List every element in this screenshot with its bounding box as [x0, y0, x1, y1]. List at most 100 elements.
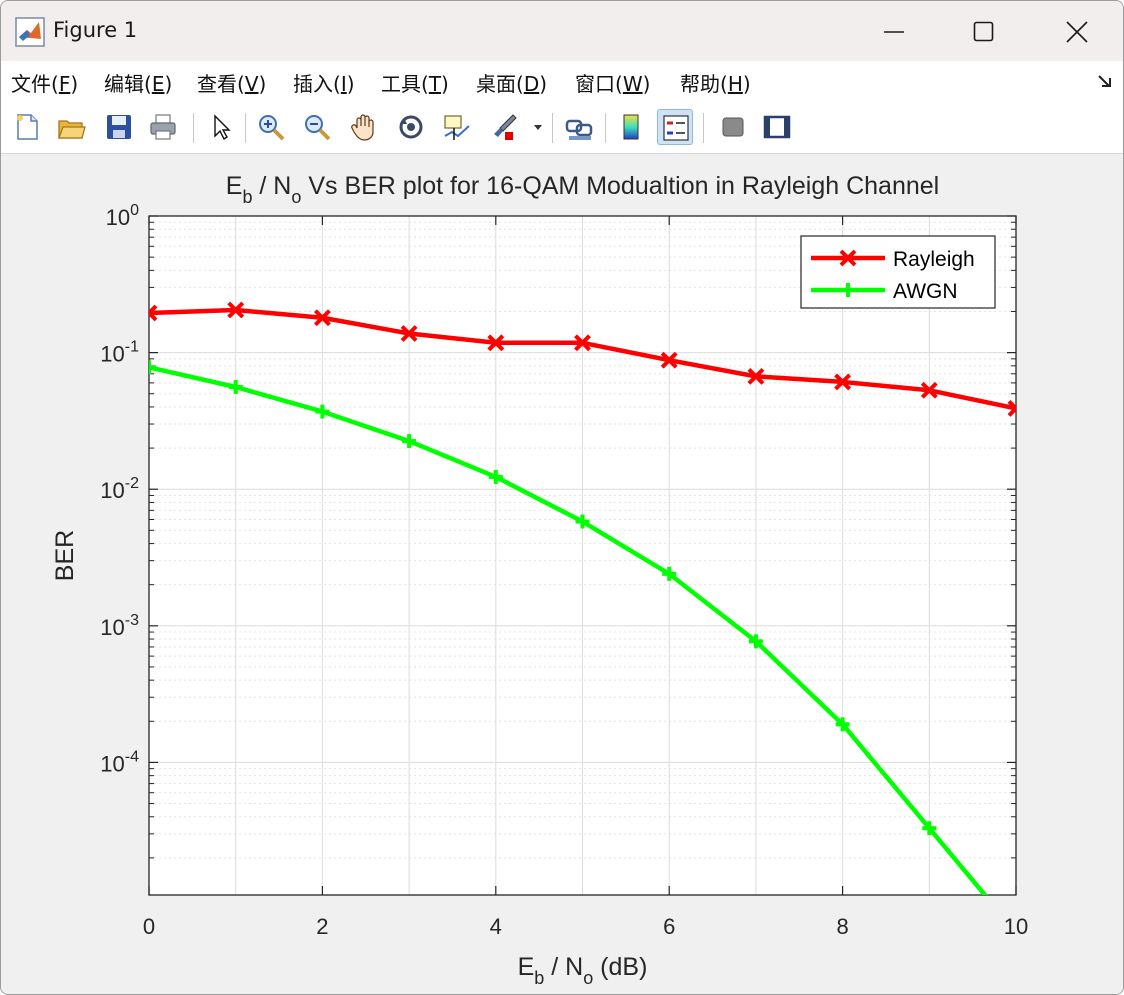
menu-view[interactable]: 查看(V) — [197, 68, 266, 97]
data-point-rayleigh — [227, 301, 245, 319]
show-plot-tools-icon — [763, 115, 791, 139]
x-tick-label: 10 — [1004, 914, 1028, 939]
data-point-rayleigh — [149, 304, 158, 316]
open-file-button[interactable] — [53, 109, 89, 145]
open-file-icon — [58, 120, 86, 139]
menu-edit-tail: ) — [164, 72, 173, 96]
rotate-3d-button[interactable] — [393, 109, 429, 145]
menu-window[interactable]: 窗口(W) — [575, 68, 650, 97]
x-axis-title: Eb / No (dB) — [518, 953, 648, 988]
save-icon — [107, 115, 131, 139]
menu-edit[interactable]: 编辑(E) — [104, 68, 172, 97]
x-tick-label: 4 — [490, 914, 502, 939]
menu-desktop-key: D — [523, 72, 540, 96]
zoom-in-icon — [259, 115, 285, 141]
zoom-out-button[interactable] — [299, 109, 335, 145]
menu-desktop-tail: ) — [539, 72, 548, 96]
data-point-rayleigh — [400, 325, 418, 342]
data-point-rayleigh — [747, 367, 765, 385]
menu-view-label: 查看( — [197, 72, 245, 96]
menu-view-tail: ) — [258, 72, 267, 96]
menu-file-tail: ) — [70, 72, 79, 96]
toolbar-separator — [245, 113, 246, 143]
menu-edit-label: 编辑( — [104, 72, 152, 96]
hide-plot-tools-icon — [722, 117, 744, 137]
ber-plot[interactable]: 0 2 4 6 8 10 100 10-1 10-2 10-3 10-4 Eb / No Vs BER… — [1, 154, 1123, 994]
print-icon — [150, 114, 176, 140]
menu-file-label: 文件( — [11, 72, 59, 96]
dock-arrow-icon[interactable] — [1097, 73, 1113, 89]
y-tick-label: 10-1 — [100, 339, 139, 367]
menu-tools-key: T — [428, 72, 442, 96]
axes-box — [148, 215, 1017, 896]
data-point-rayleigh — [920, 381, 938, 399]
toolbar-separator — [605, 113, 606, 143]
brush-dropdown[interactable] — [531, 109, 547, 145]
matlab-app-icon — [15, 17, 45, 47]
minimize-button[interactable] — [863, 9, 923, 53]
close-icon — [1066, 21, 1088, 43]
maximize-icon — [973, 21, 994, 42]
menu-insert-label: 插入( — [293, 72, 341, 96]
menu-edit-key: E — [151, 72, 165, 96]
x-tick-label: 0 — [143, 914, 155, 939]
title-bar[interactable]: Figure 1 — [1, 1, 1123, 61]
menu-bar: 文件(F) 编辑(E) 查看(V) 插入(I) 工具(T) 桌面(D) 窗口(W… — [1, 61, 1123, 101]
menu-tools[interactable]: 工具(T) — [381, 68, 449, 97]
data-cursor-button[interactable] — [439, 109, 475, 145]
new-figure-icon — [17, 114, 38, 140]
menu-view-key: V — [244, 72, 259, 96]
y-tick-label: 10-4 — [100, 748, 139, 776]
close-button[interactable] — [1046, 9, 1106, 53]
new-figure-button[interactable] — [9, 109, 45, 145]
save-button[interactable] — [101, 109, 137, 145]
minimize-icon — [884, 31, 904, 33]
menu-help[interactable]: 帮助(H) — [680, 68, 751, 97]
toolbar-separator — [552, 113, 553, 143]
link-plot-button[interactable] — [561, 109, 597, 145]
menu-insert-key: I — [340, 72, 347, 96]
menu-insert[interactable]: 插入(I) — [293, 68, 355, 97]
zoom-out-icon — [305, 115, 331, 141]
y-axis-title: BER — [51, 530, 79, 581]
print-button[interactable] — [145, 109, 181, 145]
x-tick-label: 2 — [316, 914, 328, 939]
menu-file[interactable]: 文件(F) — [11, 68, 78, 97]
brush-button[interactable] — [486, 109, 522, 145]
pan-hand-icon — [351, 114, 374, 141]
zoom-in-button[interactable] — [253, 109, 289, 145]
pan-button[interactable] — [346, 109, 382, 145]
maximize-button[interactable] — [953, 9, 1013, 53]
legend-marker — [839, 249, 857, 267]
series-group — [149, 301, 1016, 895]
x-tick-label: 8 — [836, 914, 848, 939]
hide-plot-tools-button[interactable] — [715, 109, 751, 145]
data-point-rayleigh — [834, 373, 852, 391]
edit-plot-button[interactable] — [203, 109, 239, 145]
chevron-down-icon — [534, 125, 542, 130]
menu-file-key: F — [58, 72, 71, 96]
data-cursor-icon — [444, 115, 470, 140]
legend-icon — [663, 115, 689, 141]
menu-window-tail: ) — [642, 72, 651, 96]
menu-help-label: 帮助( — [680, 72, 728, 96]
y-tick-label: 10-3 — [100, 612, 139, 640]
data-point-rayleigh — [574, 334, 591, 352]
legend-entry: AWGN — [893, 280, 958, 303]
legend-box — [800, 235, 996, 309]
data-point-rayleigh — [487, 334, 505, 352]
menu-desktop[interactable]: 桌面(D) — [476, 68, 547, 97]
link-plot-icon — [565, 119, 593, 140]
brush-icon — [494, 114, 517, 140]
menu-window-label: 窗口( — [575, 72, 623, 96]
menu-help-tail: ) — [742, 72, 751, 96]
show-plot-tools-button[interactable] — [759, 109, 795, 145]
y-tick-label: 100 — [106, 202, 139, 230]
menu-desktop-label: 桌面( — [476, 72, 524, 96]
menu-window-key: W — [622, 72, 643, 96]
menu-tools-label: 工具( — [381, 72, 429, 96]
data-point-rayleigh — [149, 310, 158, 322]
insert-legend-button[interactable] — [657, 109, 693, 145]
insert-colorbar-button[interactable] — [613, 109, 649, 145]
